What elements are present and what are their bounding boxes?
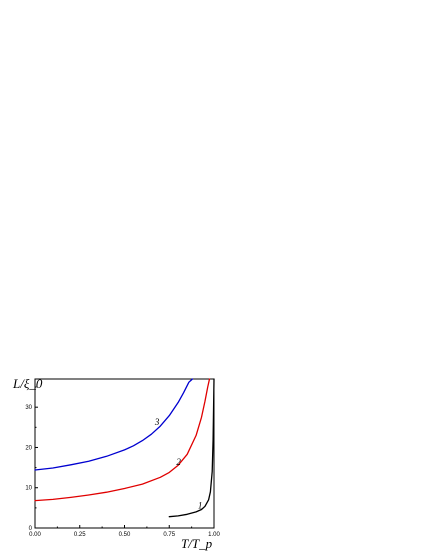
x-tick-label: 0.50 [119,532,131,538]
y-tick-label: 30 [25,405,32,411]
curve-label: 3 [154,417,160,427]
y-tick-label: 0 [29,526,33,532]
y-tick-label: 20 [25,445,32,451]
curve-label: 2 [176,457,181,467]
axis-ticks: 0.00 0.25 0.50 0.75 1.00 0 10 20 30 [25,386,220,538]
series-line-2 [34,378,211,502]
y-axis-label: L/ξ_0 [12,376,43,391]
x-tick-label: 1.00 [208,532,220,538]
y-tick-label: 10 [25,486,32,492]
x-tick-label: 0.25 [74,532,86,538]
series-line-3 [34,378,194,471]
curve-label: 1 [198,501,203,511]
x-axis-label: T/T_p [181,536,213,551]
x-tick-label: 0.00 [29,532,41,538]
series-layer [34,378,215,518]
series-line-1 [168,378,215,518]
curve-labels: 1 2 3 [154,417,202,511]
x-tick-label: 0.75 [163,532,175,538]
